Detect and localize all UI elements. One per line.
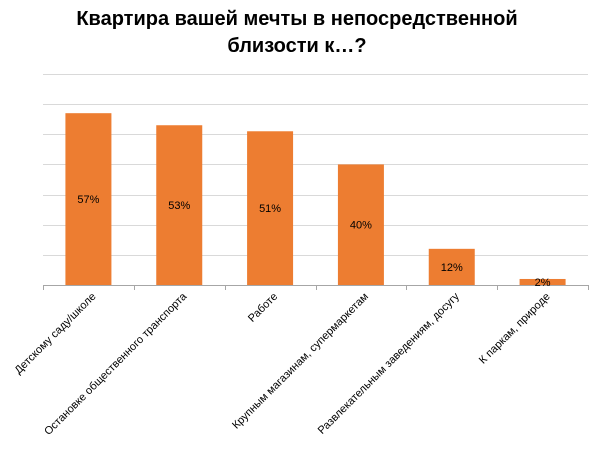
- data-label: 12%: [441, 262, 463, 274]
- chart-title-line-2: близости к…?: [227, 35, 367, 57]
- category-label: К паркам, природе: [477, 291, 553, 367]
- bar: [65, 113, 112, 285]
- data-labels: 57% 53% 51% 40% 12% 2%: [77, 194, 550, 289]
- bar: [247, 131, 294, 285]
- bars: [65, 113, 566, 285]
- bar: [428, 248, 475, 285]
- data-label: 53%: [168, 200, 190, 212]
- category-label: Остановке общественного транспорта: [42, 290, 190, 438]
- bar: [156, 125, 203, 285]
- category-label: Работе: [246, 291, 280, 325]
- data-label: 51%: [259, 203, 281, 215]
- bar: [519, 278, 566, 285]
- bar: [337, 164, 384, 285]
- chart-title-line-1: Квартира вашей мечты в непосредственной: [76, 8, 518, 30]
- category-label: Развлекательным заведениям, досугу: [316, 290, 462, 436]
- data-label: 2%: [535, 277, 551, 289]
- data-label: 40%: [350, 220, 372, 232]
- chart-title: Квартира вашей мечты в непосредственной …: [0, 6, 594, 60]
- x-axis: [43, 285, 589, 290]
- gridlines: [43, 74, 588, 256]
- data-label: 57%: [77, 194, 99, 206]
- category-label: Детскому саду/школе: [12, 291, 98, 377]
